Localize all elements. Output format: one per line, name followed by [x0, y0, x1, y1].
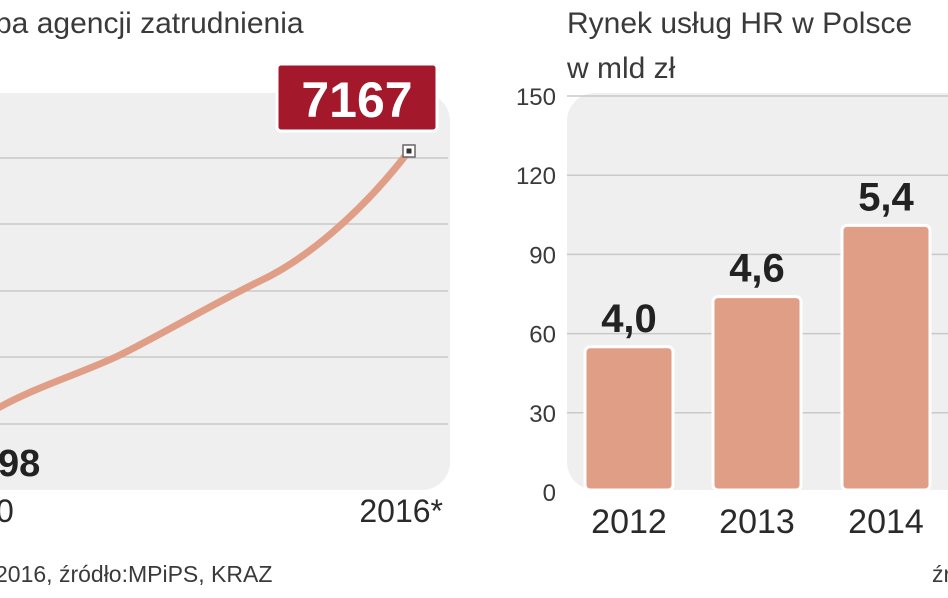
left-chart-title: ba agencji zatrudnienia [0, 7, 304, 40]
y-tick-label: 90 [529, 242, 556, 269]
right-source-note: źr [932, 561, 948, 587]
bar-2013 [711, 295, 803, 492]
bar-2014 [840, 223, 932, 492]
bar-value-labels: 4,0 4,6 5,4 [601, 175, 914, 340]
bar-2012 [583, 345, 675, 492]
y-tick-label: 150 [516, 84, 556, 111]
left-chart: ba agencji zatrudnienia 7167 98 0 2016* … [0, 7, 450, 587]
x-tick-label-start: 0 [0, 493, 14, 529]
bar-value-label: 4,0 [601, 297, 657, 341]
right-chart-title: Rynek usług HR w Polsce [567, 7, 912, 40]
end-value-box [275, 62, 439, 133]
x-tick-label: 2012 [591, 503, 667, 541]
left-gridlines [0, 157, 448, 425]
y-tick-labels: 0 30 60 90 120 150 [516, 84, 556, 507]
bar-value-label: 5,4 [858, 175, 914, 219]
y-tick-label: 120 [516, 163, 556, 190]
left-source-note: 2016, źródło:MPiPS, KRAZ [0, 561, 272, 587]
end-value-label: 7167 [301, 72, 412, 128]
x-tick-label: 2014 [848, 503, 924, 541]
bars [583, 223, 932, 492]
x-tick-labels: 2012 2013 2014 [591, 503, 924, 541]
right-chart-subtitle: w mld zł [566, 52, 676, 85]
y-tick-label: 0 [543, 480, 556, 507]
start-value-label: 98 [0, 443, 40, 485]
y-tick-label: 30 [529, 401, 556, 428]
right-chart: Rynek usług HR w Polsce w mld zł 0 30 60 90… [516, 7, 948, 587]
x-tick-label-end: 2016* [359, 493, 443, 529]
end-point-marker-dot [406, 148, 412, 154]
y-tick-label: 60 [529, 322, 556, 349]
series-line [0, 147, 413, 411]
bar-value-label: 4,6 [729, 247, 785, 291]
x-tick-label: 2013 [719, 503, 795, 541]
